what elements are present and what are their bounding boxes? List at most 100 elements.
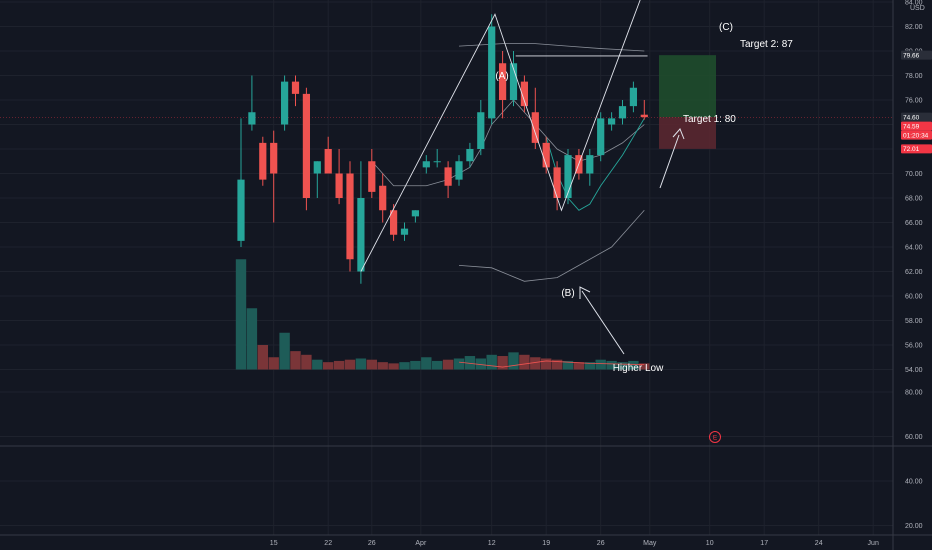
volume-bar xyxy=(333,360,345,370)
price-tick-label: 78.00 xyxy=(905,73,923,80)
price-tick-label: 64.00 xyxy=(905,245,923,252)
volume-bar xyxy=(246,308,258,370)
candle-body xyxy=(313,161,321,174)
volume-bar xyxy=(323,362,334,370)
candle-body xyxy=(618,106,627,119)
price-badge xyxy=(901,144,932,154)
volume-bar xyxy=(606,360,617,370)
price-tick-label: 82.00 xyxy=(905,24,923,31)
volume-tick-label: 60.00 xyxy=(905,434,923,441)
volume-bar xyxy=(519,354,530,370)
candle-body xyxy=(477,112,485,149)
volume-bar xyxy=(421,357,432,370)
volume-bar xyxy=(475,358,486,370)
price-tick-label: 54.00 xyxy=(905,367,923,374)
time-tick-label: 17 xyxy=(760,540,768,547)
volume-bar xyxy=(366,359,377,370)
volume-tick-label: 20.00 xyxy=(905,523,923,530)
volume-axis: 80.00 60.00 40.00 20.00 xyxy=(905,390,923,531)
candle-body xyxy=(270,142,278,174)
wave-label-a: (A) xyxy=(495,71,508,82)
candle-body xyxy=(531,112,539,143)
time-tick-label: 26 xyxy=(597,540,605,547)
target-arrow xyxy=(659,134,680,189)
candle-body xyxy=(564,155,572,198)
higher-low-label: Higher Low xyxy=(613,363,664,374)
volume-tick-label: 80.00 xyxy=(905,390,923,397)
candle-body xyxy=(553,167,561,198)
candle-body xyxy=(466,149,474,162)
volume-bar xyxy=(486,354,497,370)
candle-body xyxy=(291,81,300,94)
candle-body xyxy=(488,26,496,119)
volume-bar xyxy=(464,356,476,370)
target-arrowhead xyxy=(672,128,685,140)
annotation-labels: (A) (B) (C) Higher Low Target 1: 80 Targ… xyxy=(495,22,793,374)
candle-body xyxy=(411,210,419,217)
price-tick-label: 84.00 xyxy=(905,0,923,7)
time-tick-label: Apr xyxy=(415,540,427,547)
time-axis[interactable]: 15 22 26 Apr 12 19 26 May 10 17 24 Jun xyxy=(270,540,879,547)
target-1-label: Target 1: 80 xyxy=(683,114,736,125)
candle-body xyxy=(357,198,365,272)
candle-body xyxy=(237,179,245,241)
volume-bar xyxy=(432,360,443,370)
price-badge-text: 01:20:34 xyxy=(903,132,929,139)
volume-bar xyxy=(617,362,628,370)
volume-bar xyxy=(301,354,312,370)
candle-body xyxy=(422,161,430,168)
candle-body xyxy=(346,173,354,260)
candle-body xyxy=(281,81,289,125)
price-badge xyxy=(901,130,932,140)
volume-bar xyxy=(388,363,399,370)
candle-body xyxy=(608,118,616,125)
time-tick-label: 12 xyxy=(488,540,496,547)
upper-band-line xyxy=(458,43,645,52)
volume-bar xyxy=(573,362,585,370)
candle-body xyxy=(520,81,528,107)
volume-bar xyxy=(268,357,279,370)
volume-bar xyxy=(530,357,541,370)
price-tick-label: 68.00 xyxy=(905,196,923,203)
price-tick-label: 76.00 xyxy=(905,98,923,105)
candle-body xyxy=(597,118,605,156)
lower-band-line xyxy=(458,209,645,282)
candle-body xyxy=(455,161,463,180)
volume-tick-label: 40.00 xyxy=(905,479,923,486)
volume-bar xyxy=(377,362,388,370)
time-tick-label: 26 xyxy=(368,540,376,547)
volume-bar xyxy=(628,360,639,370)
time-tick-label: May xyxy=(643,540,657,547)
volume-bar xyxy=(584,362,595,370)
earnings-marker[interactable]: E xyxy=(709,431,721,443)
volume-bar xyxy=(442,359,454,370)
candle-body xyxy=(335,173,343,198)
wave-drawings[interactable] xyxy=(360,0,717,355)
time-tick-label: 22 xyxy=(324,540,332,547)
volume-average-line xyxy=(458,360,645,368)
volume-bar xyxy=(639,363,650,370)
candle-body xyxy=(248,112,256,125)
earnings-icon xyxy=(709,431,721,443)
volume-bar xyxy=(290,351,301,370)
candle-body xyxy=(400,228,409,235)
price-badge-text: 79.66 xyxy=(903,52,920,59)
price-tick-label: 62.00 xyxy=(905,269,923,276)
volume-bar xyxy=(562,360,574,370)
position-tool[interactable] xyxy=(0,55,893,149)
price-tick-label: 66.00 xyxy=(905,220,923,227)
target-zone xyxy=(659,55,716,118)
volume-bar xyxy=(410,360,421,370)
volume-bar xyxy=(279,332,290,370)
candle-body xyxy=(390,210,398,235)
candlestick-series xyxy=(237,14,648,284)
time-tick-label: 10 xyxy=(706,540,714,547)
candle-body xyxy=(640,114,648,118)
candle-body xyxy=(542,142,550,168)
volume-bar xyxy=(541,358,552,370)
volume-bar xyxy=(344,359,356,370)
stop-zone xyxy=(659,117,716,149)
wave-abc-line xyxy=(360,0,641,272)
